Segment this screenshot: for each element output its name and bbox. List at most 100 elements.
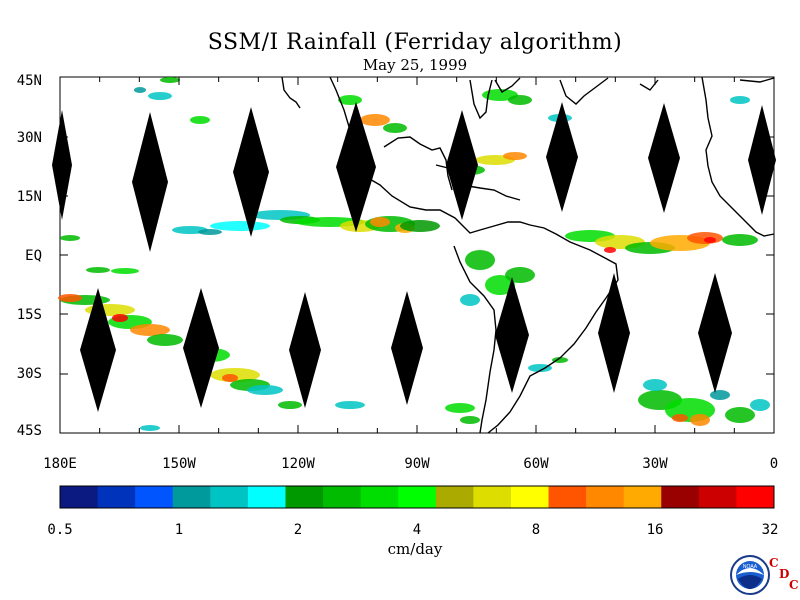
colorbar-swatch [360, 486, 399, 508]
rain-cell [222, 374, 238, 382]
rain-cell [465, 250, 495, 270]
colorbar-swatch [698, 486, 737, 508]
lon-label-120w: 120W [281, 456, 315, 472]
rain-cell [370, 217, 390, 227]
rain-cell [482, 89, 518, 101]
rain-cell [210, 221, 270, 231]
colorbar-swatch [661, 486, 700, 508]
orbit-gap [391, 291, 423, 405]
rain-cell [58, 294, 82, 302]
lat-label-30n: 30N [16, 130, 42, 146]
rain-cell [508, 95, 532, 105]
lat-label-45s: 45S [16, 423, 42, 439]
rain-cell [460, 416, 480, 424]
rain-cell [60, 235, 80, 241]
rain-cell [86, 267, 110, 273]
colorbar-swatch [473, 486, 512, 508]
rain-cell [643, 379, 667, 391]
axis-ticks [59, 76, 775, 434]
noaa-logo-text: NOAA [743, 564, 758, 570]
coastline [494, 77, 521, 93]
rain-cell [704, 237, 716, 243]
orbit-gap [748, 105, 776, 215]
rain-cell [722, 234, 758, 246]
colorbar-label-0-5: 0.5 [47, 522, 73, 538]
rain-cell [278, 401, 302, 409]
coastline [701, 76, 775, 237]
orbit-gap [598, 273, 630, 393]
map-title: SSM/I Rainfall (Ferriday algorithm) [207, 30, 623, 55]
coastline [467, 185, 521, 201]
colorbar-swatch [97, 486, 136, 508]
colorbar-swatch [736, 486, 775, 508]
rain-cell [528, 364, 552, 372]
rain-cell [445, 403, 475, 413]
coastline [453, 245, 497, 434]
rain-cell [247, 385, 283, 395]
rain-cell [112, 314, 128, 322]
coastline [469, 79, 493, 120]
rain-cell [725, 407, 755, 423]
lon-label-0: 0 [769, 456, 779, 472]
cdc-letter-1: C [769, 556, 779, 570]
cdc-letter-2: D [779, 567, 790, 581]
rain-cell [687, 232, 723, 244]
rain-cell [130, 324, 170, 336]
colorbar-label-16: 16 [646, 522, 664, 538]
noaa-logo-icon: NOAA [730, 555, 770, 595]
rain-cell [672, 414, 688, 422]
orbit-gap-layer [52, 102, 776, 412]
rain-cell [690, 414, 710, 426]
coastline [383, 136, 453, 191]
colorbar-swatch [135, 486, 174, 508]
rain-cell [460, 294, 480, 306]
lon-label-90w: 90W [404, 456, 430, 472]
colorbar-swatch [623, 486, 662, 508]
colorbar-swatch [60, 486, 99, 508]
orbit-gap [80, 288, 116, 412]
colorbar-swatch [323, 486, 362, 508]
colorbar-swatch [398, 486, 437, 508]
colorbar-label-1: 1 [174, 522, 184, 538]
map-subtitle: May 25, 1999 [362, 56, 468, 74]
lon-label-60w: 60W [523, 456, 549, 472]
colorbar-swatch [435, 486, 474, 508]
orbit-gap [132, 112, 168, 252]
orbit-gap [495, 277, 529, 393]
orbit-gap [446, 110, 478, 220]
rain-cell [140, 425, 160, 431]
colorbar-swatch [247, 486, 286, 508]
rain-cell [730, 96, 750, 104]
orbit-gap [289, 292, 321, 408]
orbit-gap [698, 273, 732, 393]
rain-cell [383, 123, 407, 133]
rain-cell [750, 399, 770, 411]
rain-cell [505, 267, 535, 283]
lat-label-30s: 30S [16, 366, 42, 382]
colorbar-swatch [510, 486, 550, 508]
orbit-gap [233, 107, 269, 237]
orbit-gap [336, 102, 376, 232]
coastline [739, 77, 775, 83]
lat-label-15n: 15N [16, 189, 42, 205]
rain-cell [111, 268, 139, 274]
rain-cell [198, 229, 222, 235]
colorbar-swatch [210, 486, 249, 508]
colorbar-units: cm/day [387, 540, 443, 558]
rain-cell [190, 116, 210, 124]
colorbar-swatch [172, 486, 211, 508]
rain-cell [148, 92, 172, 100]
lat-label-45n: 45N [16, 73, 42, 89]
rain-cell [710, 390, 730, 400]
colorbar-label-4: 4 [412, 522, 422, 538]
rain-cell [147, 334, 183, 346]
lon-label-150w: 150W [162, 456, 196, 472]
colorbar [59, 485, 775, 509]
rain-cell [400, 220, 440, 232]
colorbar-swatch [586, 486, 625, 508]
rain-cell [503, 152, 527, 160]
colorbar-label-32: 32 [761, 522, 779, 538]
rain-cell [134, 87, 146, 93]
lon-label-30w: 30W [642, 456, 668, 472]
